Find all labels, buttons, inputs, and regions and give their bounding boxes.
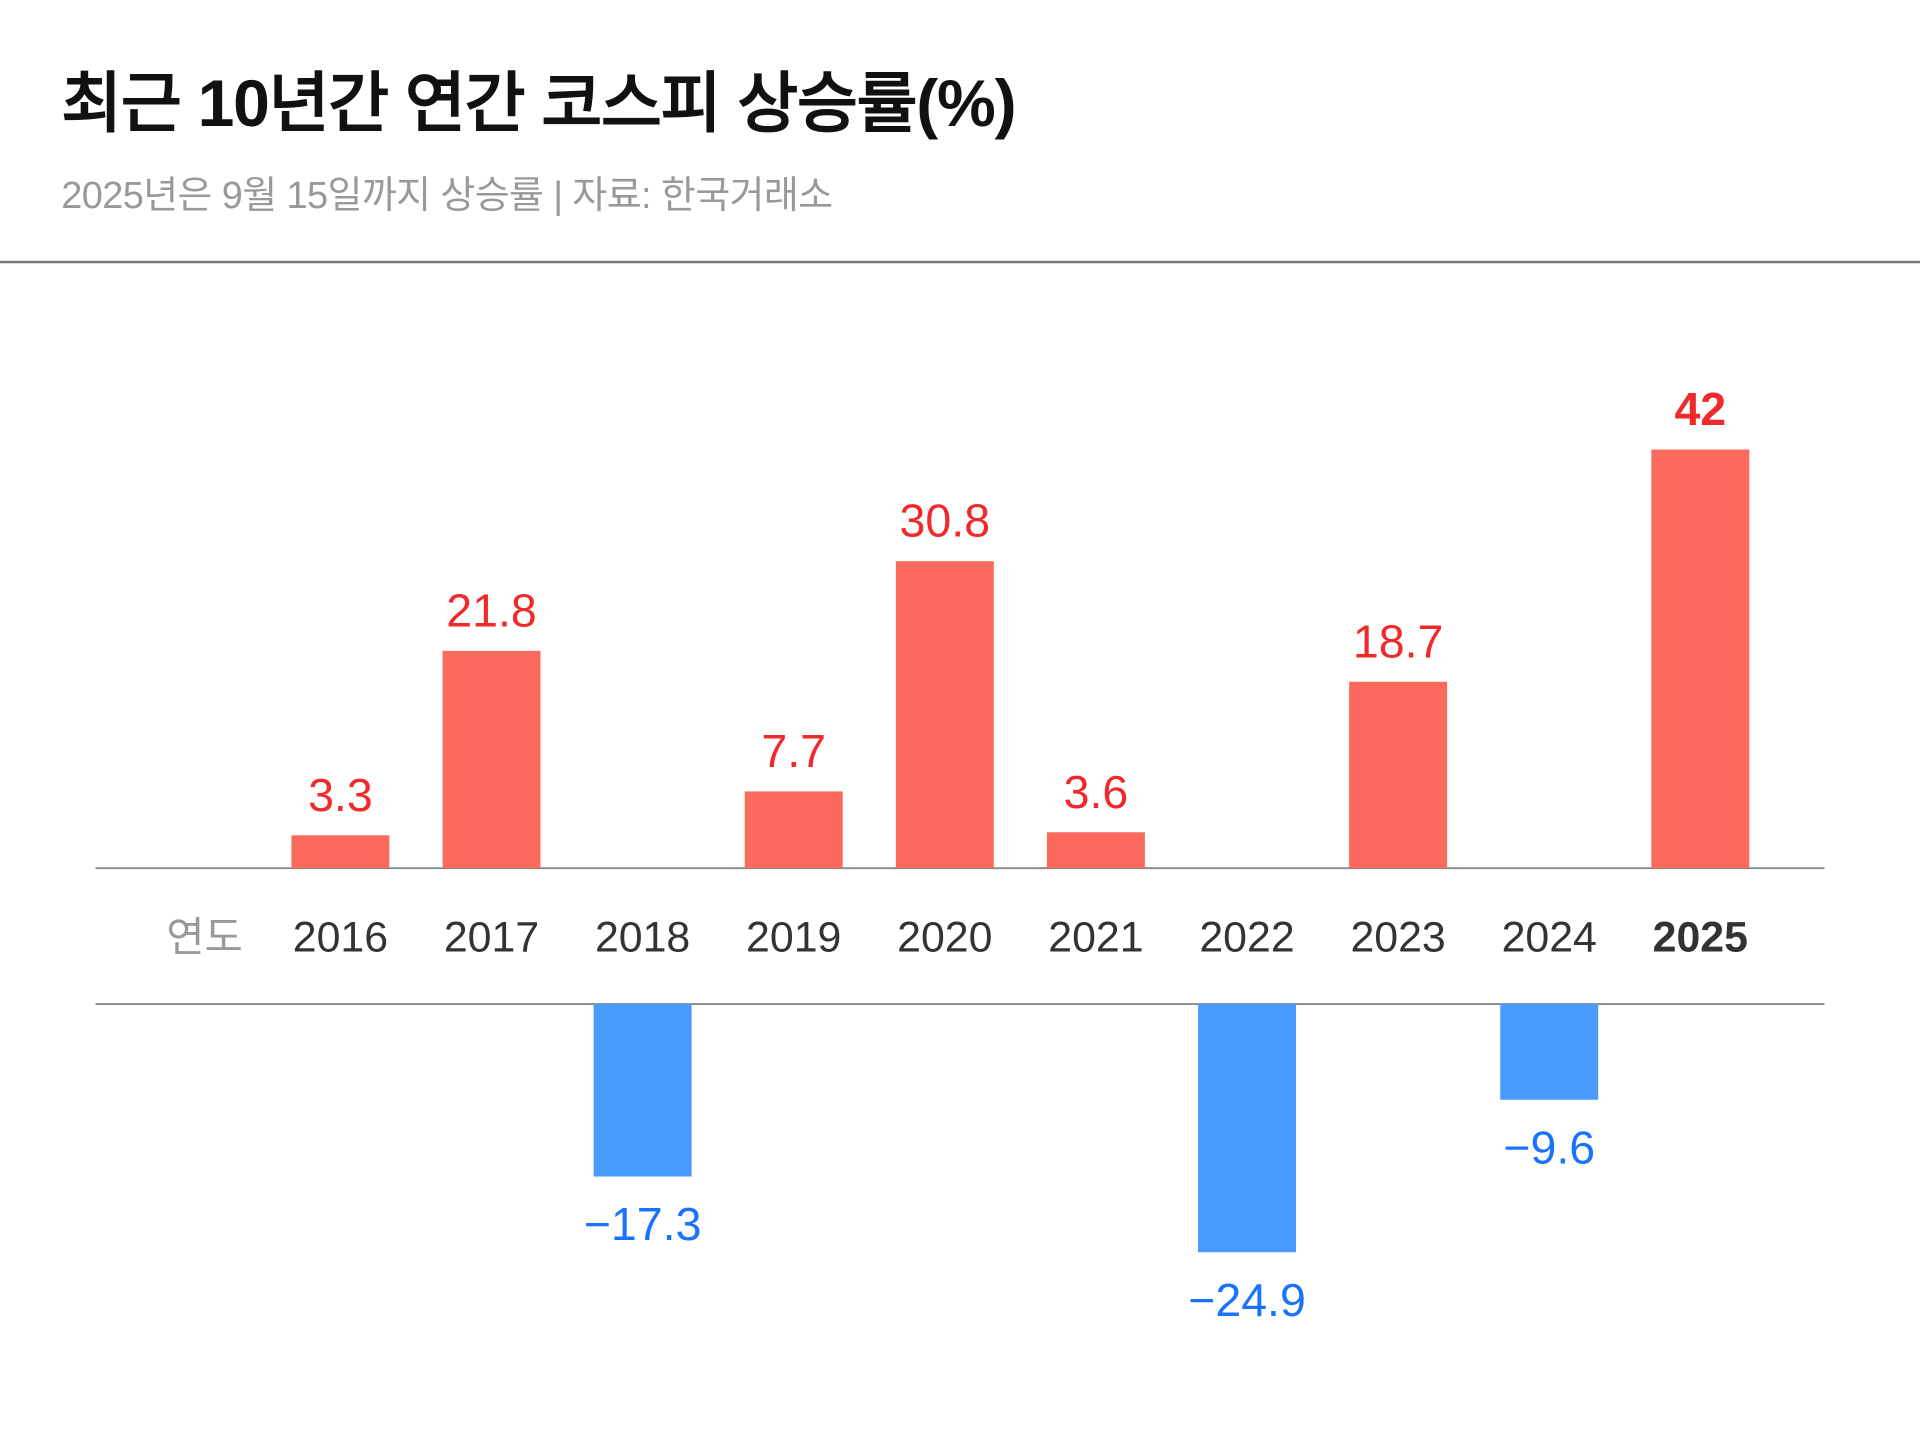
bar-2024 xyxy=(1500,1004,1599,1100)
bar-2025 xyxy=(1651,449,1750,869)
bar-2023 xyxy=(1349,681,1448,869)
header-divider xyxy=(0,260,1920,264)
x-tick-label-2016: 2016 xyxy=(293,913,388,961)
x-tick-label-2021: 2021 xyxy=(1048,913,1143,961)
x-tick-label-2022: 2022 xyxy=(1199,913,1294,961)
x-axis-title: 연도 xyxy=(166,912,243,961)
data-label-2016: 3.3 xyxy=(308,769,373,821)
bar-2016 xyxy=(291,835,390,869)
x-tick-label-2024: 2024 xyxy=(1502,913,1597,961)
chart-subtitle: 2025년은 9월 15일까지 상승률 | 자료: 한국거래소 xyxy=(61,173,833,217)
chart-title: 최근 10년간 연간 코스피 상승률(%) xyxy=(61,67,1016,141)
bar-2020 xyxy=(895,561,994,869)
bar-2018 xyxy=(593,1004,692,1177)
data-label-2021: 3.6 xyxy=(1064,766,1129,818)
x-tick-label-2023: 2023 xyxy=(1350,913,1445,961)
data-label-2017: 21.8 xyxy=(446,584,537,636)
bar-2022 xyxy=(1198,1004,1297,1253)
data-label-2019: 7.7 xyxy=(761,725,826,777)
data-label-2022: −24.9 xyxy=(1188,1274,1306,1326)
x-tick-label-2019: 2019 xyxy=(746,913,841,961)
data-label-2023: 18.7 xyxy=(1353,615,1444,667)
x-tick-label-2018: 2018 xyxy=(595,913,690,961)
bar-2017 xyxy=(442,650,541,869)
data-label-2018: −17.3 xyxy=(584,1198,702,1250)
data-label-2025: 42 xyxy=(1674,383,1726,435)
data-label-2020: 30.8 xyxy=(900,495,991,547)
bar-2019 xyxy=(744,791,843,869)
data-label-2024: −9.6 xyxy=(1503,1121,1595,1173)
x-tick-label-2020: 2020 xyxy=(897,913,992,961)
bar-2021 xyxy=(1046,832,1145,869)
x-tick-label-2025: 2025 xyxy=(1653,913,1748,961)
x-tick-label-2017: 2017 xyxy=(444,913,539,961)
